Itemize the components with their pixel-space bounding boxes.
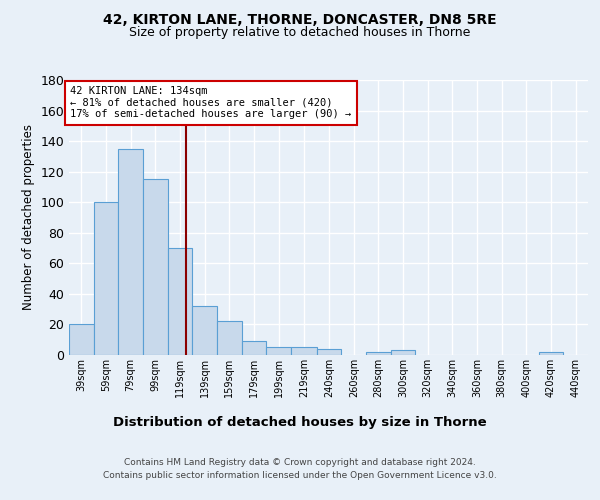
Bar xyxy=(143,180,167,355)
Bar xyxy=(69,324,94,355)
Text: Contains public sector information licensed under the Open Government Licence v3: Contains public sector information licen… xyxy=(103,472,497,480)
Text: 42, KIRTON LANE, THORNE, DONCASTER, DN8 5RE: 42, KIRTON LANE, THORNE, DONCASTER, DN8 … xyxy=(103,12,497,26)
Bar xyxy=(94,202,118,355)
Bar xyxy=(217,322,242,355)
Text: Distribution of detached houses by size in Thorne: Distribution of detached houses by size … xyxy=(113,416,487,429)
Text: Contains HM Land Registry data © Crown copyright and database right 2024.: Contains HM Land Registry data © Crown c… xyxy=(124,458,476,467)
Bar xyxy=(266,348,291,355)
Bar xyxy=(366,352,391,355)
Bar xyxy=(391,350,415,355)
Bar xyxy=(167,248,192,355)
Text: 42 KIRTON LANE: 134sqm
← 81% of detached houses are smaller (420)
17% of semi-de: 42 KIRTON LANE: 134sqm ← 81% of detached… xyxy=(70,86,352,120)
Bar xyxy=(539,352,563,355)
Bar xyxy=(317,349,341,355)
Bar xyxy=(242,341,266,355)
Text: Size of property relative to detached houses in Thorne: Size of property relative to detached ho… xyxy=(130,26,470,39)
Bar xyxy=(192,306,217,355)
Bar xyxy=(118,148,143,355)
Bar xyxy=(291,348,317,355)
Y-axis label: Number of detached properties: Number of detached properties xyxy=(22,124,35,310)
